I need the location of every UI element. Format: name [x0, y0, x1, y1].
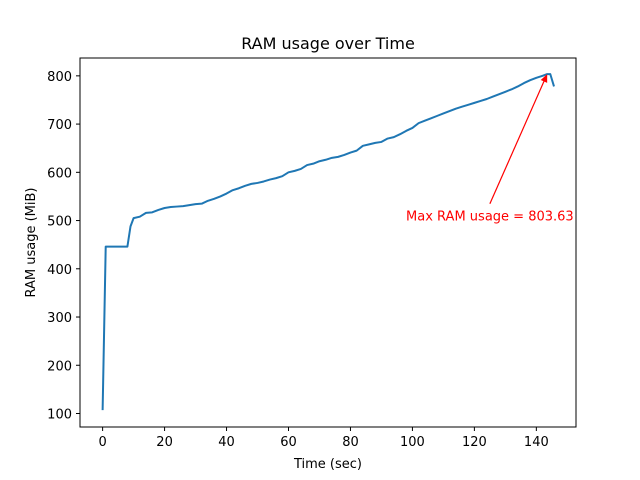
- y-axis-label: RAM usage (MiB): [24, 188, 39, 298]
- y-tick-label: 200: [47, 359, 72, 374]
- axes-frame: [79, 57, 577, 428]
- x-tick-label: 100: [400, 435, 425, 450]
- x-tick-label: 80: [342, 435, 359, 450]
- x-tick-label: 140: [524, 435, 549, 450]
- annotation-arrow-head: [540, 74, 548, 83]
- y-tick-label: 500: [47, 215, 72, 230]
- chart-title: RAM usage over Time: [241, 34, 415, 53]
- y-tick-label: 100: [47, 407, 72, 422]
- y-tick-label: 300: [47, 311, 72, 326]
- x-tick-label: 60: [280, 435, 297, 450]
- y-tick-label: 400: [47, 263, 72, 278]
- x-axis-label: Time (sec): [293, 457, 362, 472]
- x-tick-label: 20: [156, 435, 173, 450]
- ram-usage-line: [101, 73, 555, 411]
- x-tick-label: 120: [462, 435, 487, 450]
- plot-area: 0 20 40 60 80 100 120 140 100 200 300 400 500 600 700 8…: [47, 70, 574, 450]
- y-tick-label: 800: [47, 70, 72, 85]
- x-tick-label: 40: [218, 435, 235, 450]
- max-ram-annotation: Max RAM usage = 803.63: [406, 210, 574, 225]
- annotation-arrow-line: [489, 75, 547, 204]
- y-tick-label: 700: [47, 118, 72, 133]
- x-tick-label: 0: [98, 435, 106, 450]
- y-tick-label: 600: [47, 166, 72, 181]
